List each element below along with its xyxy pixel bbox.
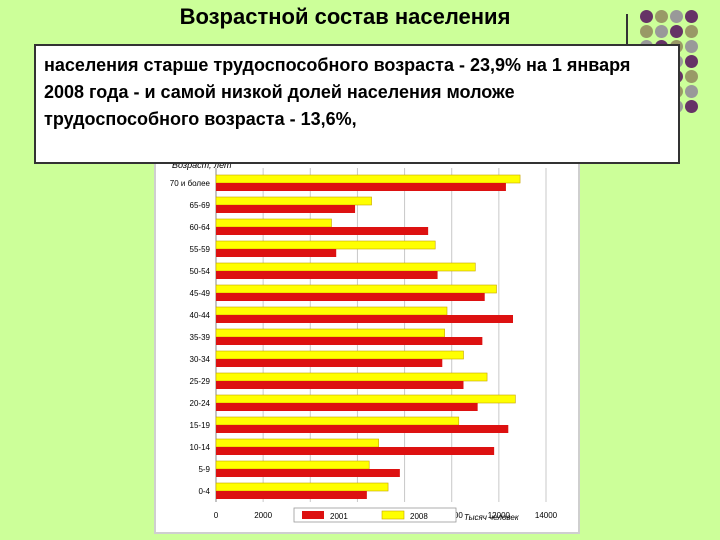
bar-2001 [216, 293, 485, 301]
y-tick-label: 45-49 [190, 289, 211, 298]
bar-2008 [215, 306, 448, 316]
bar-2001 [216, 469, 400, 477]
bar-2008 [215, 240, 436, 250]
y-tick-label: 70 и более [170, 179, 211, 188]
slide-title: Возрастной состав населения [179, 4, 511, 29]
bar-2001 [216, 403, 478, 411]
y-tick-label: 25-29 [190, 377, 211, 386]
legend-swatch-2001 [302, 511, 324, 519]
y-tick-label: 30-34 [190, 355, 211, 364]
x-tick-label: 0 [214, 511, 219, 520]
bar-2001 [216, 315, 513, 323]
bar-2008 [215, 416, 460, 426]
y-tick-label: 40-44 [190, 311, 211, 320]
decorative-dot [685, 55, 698, 68]
bar-2001 [216, 425, 509, 433]
chart-legend: 2001 2008 [293, 507, 457, 523]
decorative-dot [670, 25, 683, 38]
bar-2001 [216, 205, 356, 213]
legend-swatch-2008 [381, 510, 405, 520]
bar-2008 [215, 196, 372, 206]
y-tick-label: 55-59 [190, 245, 211, 254]
bar-2001 [216, 183, 506, 191]
bar-2001 [216, 447, 495, 455]
bar-2008 [215, 262, 476, 272]
y-tick-label: 50-54 [190, 267, 211, 276]
callout-text: населения старше трудоспособного возраст… [34, 44, 680, 164]
y-tick-label: 60-64 [190, 223, 211, 232]
bar-2001 [216, 227, 429, 235]
bar-2008 [215, 174, 521, 184]
bar-2008 [215, 482, 389, 492]
bar-2008 [215, 328, 445, 338]
legend-label-2001: 2001 [330, 512, 348, 521]
bar-2001 [216, 381, 464, 389]
bar-2008 [215, 460, 370, 470]
decorative-dot [685, 100, 698, 113]
y-tick-label: 65-69 [190, 201, 211, 210]
decorative-dot [685, 10, 698, 23]
y-tick-label: 10-14 [190, 443, 211, 452]
chart-title: Возраст, лет [172, 160, 232, 170]
y-tick-label: 15-19 [190, 421, 211, 430]
decorative-dot [640, 25, 653, 38]
legend-label-2008: 2008 [410, 512, 428, 521]
bar-2008 [215, 372, 488, 382]
bar-2001 [216, 249, 337, 257]
y-tick-label: 35-39 [190, 333, 211, 342]
decorative-dot [655, 25, 668, 38]
bar-2001 [216, 491, 367, 499]
x-tick-label: 12000 [488, 511, 511, 520]
bar-2008 [215, 218, 332, 228]
y-tick-label: 5-9 [198, 465, 210, 474]
legend-box [293, 507, 457, 523]
bar-2008 [215, 438, 379, 448]
bar-2008 [215, 394, 516, 404]
decorative-dot [685, 25, 698, 38]
x-axis-label: Тысяч человек [464, 513, 520, 522]
decorative-dot [685, 85, 698, 98]
bar-2001 [216, 359, 443, 367]
decorative-dot [685, 70, 698, 83]
decorative-dot [640, 10, 653, 23]
decorative-dot [655, 10, 668, 23]
bar-2008 [215, 350, 464, 360]
bar-2008 [215, 284, 497, 294]
bar-2001 [216, 271, 438, 279]
x-tick-label: 2000 [254, 511, 272, 520]
chart-panel: Возраст, лет 70 и более 65-69 60-64 55-59 50… [154, 150, 580, 534]
population-age-chart: Возраст, лет 70 и более 65-69 60-64 55-59 50… [170, 160, 558, 523]
y-tick-label: 20-24 [190, 399, 211, 408]
y-tick-label: 0-4 [198, 487, 210, 496]
decorative-dot [685, 40, 698, 53]
bar-2001 [216, 337, 483, 345]
x-tick-label: 14000 [535, 511, 558, 520]
decorative-dot [670, 10, 683, 23]
